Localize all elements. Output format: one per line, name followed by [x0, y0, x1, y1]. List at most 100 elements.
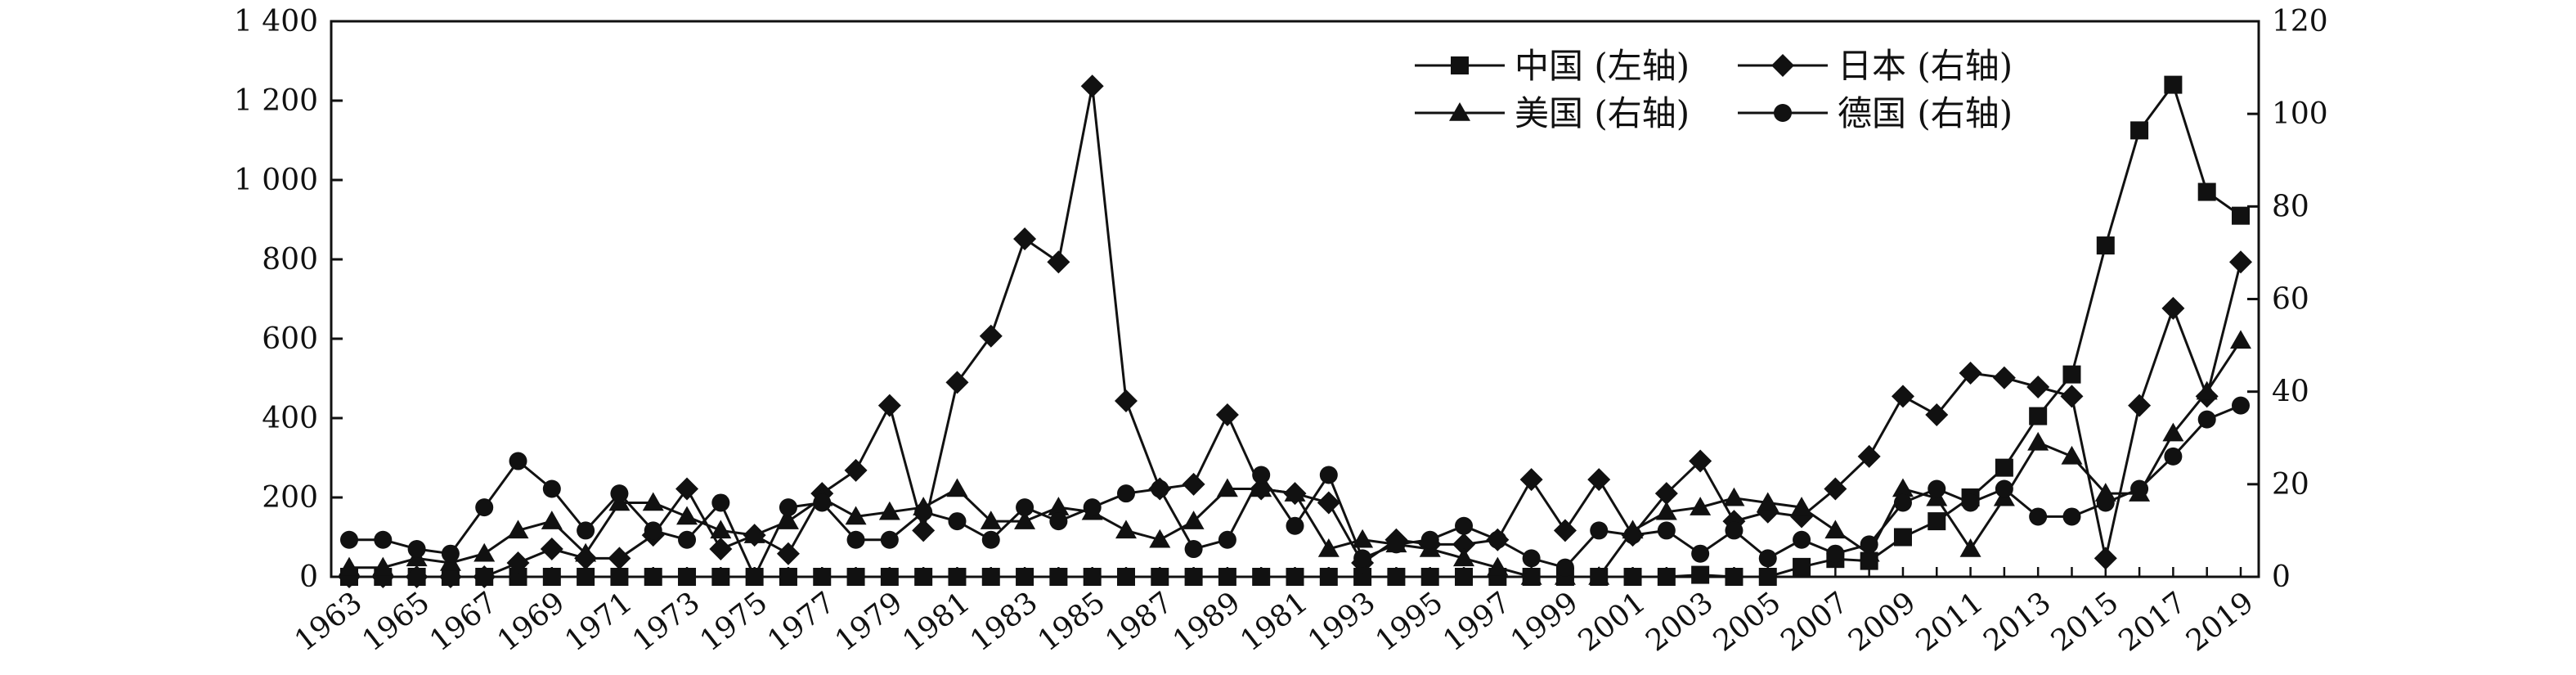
data-point-circle — [1826, 544, 1845, 563]
data-point-diamond — [1215, 403, 1239, 426]
data-point-triangle — [1892, 478, 1914, 497]
x-tick-label: 1975 — [694, 586, 774, 659]
data-point-circle — [1774, 104, 1792, 122]
y-right-tick-label: 40 — [2272, 376, 2309, 409]
data-point-circle — [1353, 549, 1372, 568]
data-point-square — [2096, 236, 2115, 255]
legend-label: 德国 (右轴) — [1838, 93, 2013, 133]
x-tick-label: 2009 — [1842, 586, 1922, 659]
data-point-square — [1353, 568, 1372, 586]
data-point-triangle — [372, 556, 394, 576]
axes: 0 200 400 600 800 1 000 1 200 1 400 0 20 40 60 80 100… — [234, 5, 2328, 659]
data-point-square — [2197, 182, 2216, 201]
series-line — [349, 340, 2242, 578]
data-point-square — [1623, 568, 1642, 586]
data-point-triangle — [2230, 330, 2251, 349]
data-point-triangle — [1149, 529, 1171, 548]
x-tick-label: 2019 — [2180, 586, 2260, 659]
x-tick-label: 2017 — [2112, 586, 2192, 659]
data-point-square — [813, 568, 832, 586]
legend-label: 日本 (右轴) — [1838, 46, 2013, 86]
data-point-triangle — [1520, 566, 1542, 585]
x-tick-label: 1977 — [761, 586, 841, 659]
data-point-diamond — [1047, 250, 1070, 274]
data-point-triangle — [1824, 520, 1847, 539]
data-point-circle — [1995, 479, 2013, 498]
data-point-circle — [1286, 516, 1304, 535]
data-point-triangle — [1183, 511, 1205, 529]
data-point-circle — [2232, 396, 2250, 415]
data-point-square — [846, 568, 865, 586]
data-point-square — [2130, 121, 2149, 140]
y-right-tick-label: 100 — [2272, 97, 2328, 131]
data-point-diamond — [2229, 250, 2252, 274]
data-point-diamond — [1891, 385, 1914, 408]
data-point-square — [1455, 568, 1474, 586]
data-point-circle — [1893, 493, 1912, 512]
data-point-square — [509, 568, 527, 586]
data-point-triangle — [507, 520, 529, 539]
data-point-triangle — [1690, 497, 1712, 515]
data-point-triangle — [339, 556, 360, 576]
data-point-circle — [509, 452, 527, 470]
x-tick-label: 1993 — [1302, 586, 1381, 659]
data-point-circle — [1758, 549, 1777, 568]
data-point-triangle — [541, 511, 563, 529]
data-point-square — [2029, 407, 2048, 425]
x-tick-label: 2003 — [1640, 586, 1719, 659]
data-point-triangle — [1115, 520, 1137, 539]
data-point-square — [711, 568, 730, 586]
data-point-square — [1451, 56, 1469, 74]
y-right-tick-label: 60 — [2272, 283, 2309, 317]
data-point-diamond — [776, 542, 800, 565]
data-point-circle — [1184, 540, 1203, 559]
data-point-circle — [1116, 484, 1135, 503]
data-point-square — [542, 568, 561, 586]
data-point-circle — [2029, 507, 2048, 526]
data-point-circle — [745, 568, 764, 586]
data-point-triangle — [845, 506, 867, 525]
data-point-triangle — [1723, 487, 1745, 506]
data-point-square — [1387, 568, 1406, 586]
legend-item: 日本 (右轴) — [1738, 46, 2013, 86]
data-point-diamond — [709, 538, 733, 561]
y-left-tick-label: 1 400 — [234, 5, 318, 38]
data-point-diamond — [1857, 444, 1881, 468]
data-point-square — [610, 568, 629, 586]
data-point-diamond — [1771, 54, 1794, 77]
data-point-circle — [1387, 535, 1406, 554]
data-point-circle — [610, 484, 629, 503]
x-tick-label: 2007 — [1775, 586, 1854, 659]
x-tick-label: 2015 — [2045, 586, 2125, 659]
data-point-square — [1420, 568, 1439, 586]
data-point-circle — [948, 512, 967, 531]
data-point-diamond — [438, 565, 462, 588]
data-point-square — [1758, 568, 1777, 586]
data-point-circle — [981, 530, 1000, 549]
data-point-diamond — [979, 324, 1003, 348]
data-point-circle — [1252, 466, 1271, 484]
data-point-triangle — [2027, 431, 2049, 451]
data-point-triangle — [1791, 497, 1813, 515]
data-point-diamond — [1182, 472, 1205, 496]
data-point-square — [1657, 568, 1676, 586]
data-point-triangle — [1487, 556, 1509, 576]
data-point-diamond — [1452, 533, 1476, 556]
data-point-circle — [1151, 479, 1169, 498]
data-point-diamond — [912, 519, 936, 542]
x-tick-label: 1983 — [964, 586, 1043, 659]
data-point-square — [1319, 568, 1338, 586]
data-point-square — [577, 568, 595, 586]
data-point-diamond — [2094, 547, 2117, 570]
data-point-circle — [880, 530, 899, 549]
data-point-circle — [1860, 535, 1878, 554]
data-point-square — [1184, 568, 1203, 586]
data-point-triangle — [2061, 445, 2083, 465]
data-point-square — [1252, 568, 1271, 586]
data-point-circle — [1725, 521, 1744, 540]
data-point-circle — [2062, 507, 2081, 526]
data-point-circle — [407, 540, 426, 559]
data-point-square — [1928, 512, 1946, 531]
data-point-circle — [542, 479, 561, 498]
